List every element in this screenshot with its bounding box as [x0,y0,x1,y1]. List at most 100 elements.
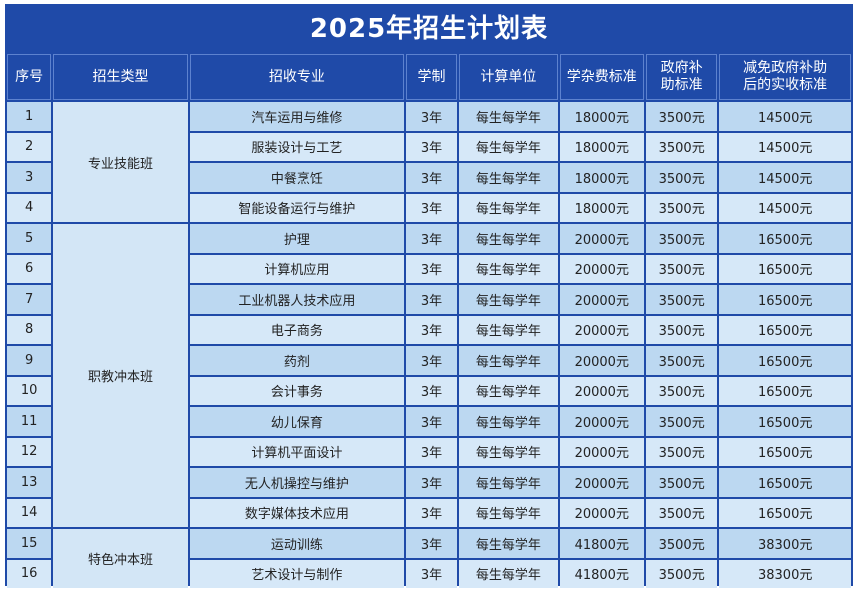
cell-fee: 20000元 [559,315,644,344]
cell-actual: 16500元 [719,407,851,436]
cell-unit: 每生每学年 [459,163,558,192]
cell-unit: 每生每学年 [459,193,558,222]
header-fee: 学杂费标准 [559,54,644,100]
cell-index: 16 [7,559,52,588]
cell-index: 10 [7,376,52,405]
cell-subsidy: 3500元 [645,407,718,436]
cell-fee: 20000元 [559,346,644,375]
cell-actual: 16500元 [719,468,851,497]
cell-fee: 20000元 [559,407,644,436]
cell-index: 14 [7,498,52,527]
cell-duration: 3年 [405,346,458,375]
cell-major: 智能设备运行与维护 [189,193,404,222]
cell-duration: 3年 [405,254,458,283]
cell-major: 数字媒体技术应用 [189,498,404,527]
cell-subsidy: 3500元 [645,285,718,314]
cell-duration: 3年 [405,437,458,466]
cell-major: 护理 [189,224,404,253]
cell-actual: 14500元 [719,163,851,192]
cell-index: 1 [7,102,52,131]
table-row: 14 数字媒体技术应用 3年 每生每学年 20000元 3500元 16500元 [7,498,851,527]
cell-subsidy: 3500元 [645,132,718,161]
table-row: 2 服装设计与工艺 3年 每生每学年 18000元 3500元 14500元 [7,132,851,161]
cell-subsidy: 3500元 [645,498,718,527]
cell-major: 服装设计与工艺 [189,132,404,161]
table-row: 7 工业机器人技术应用 3年 每生每学年 20000元 3500元 16500元 [7,285,851,314]
table-row: 5 职教冲本班 护理 3年 每生每学年 20000元 3500元 16500元 [7,224,851,527]
cell-unit: 每生每学年 [459,132,558,161]
cell-fee: 20000元 [559,224,644,253]
cell-index: 5 [7,224,52,253]
cell-subsidy: 3500元 [645,224,718,253]
plan-table-frame: 2025年招生计划表 序号 招生类型 招收专业 学制 计算单位 学杂费标准 政府… [5,4,853,588]
cell-subsidy: 3500元 [645,193,718,222]
cell-duration: 3年 [405,163,458,192]
cell-index: 12 [7,437,52,466]
header-subsidy: 政府补 助标准 [645,54,718,100]
cell-duration: 3年 [405,193,458,222]
cell-duration: 3年 [405,559,458,588]
cell-fee: 20000元 [559,437,644,466]
cell-fee: 20000元 [559,498,644,527]
cell-unit: 每生每学年 [459,376,558,405]
cell-index: 3 [7,163,52,192]
header-unit: 计算单位 [459,54,558,100]
cell-actual: 16500元 [719,254,851,283]
table-row: 12 计算机平面设计 3年 每生每学年 20000元 3500元 16500元 [7,437,851,466]
cell-subsidy: 3500元 [645,437,718,466]
cell-major: 工业机器人技术应用 [189,285,404,314]
header-duration: 学制 [405,54,458,100]
table-row: 16 艺术设计与制作 3年 每生每学年 41800元 3500元 38300元 [7,559,851,588]
table-row: 6 计算机应用 3年 每生每学年 20000元 3500元 16500元 [7,254,851,283]
cell-actual: 16500元 [719,498,851,527]
cell-actual: 14500元 [719,193,851,222]
cell-unit: 每生每学年 [459,468,558,497]
cell-fee: 41800元 [559,529,644,558]
table-row: 8 电子商务 3年 每生每学年 20000元 3500元 16500元 [7,315,851,344]
cell-actual: 38300元 [719,559,851,588]
cell-unit: 每生每学年 [459,102,558,131]
cell-duration: 3年 [405,529,458,558]
cell-unit: 每生每学年 [459,224,558,253]
cell-subsidy: 3500元 [645,254,718,283]
cell-subsidy: 3500元 [645,376,718,405]
cell-actual: 16500元 [719,224,851,253]
header-index: 序号 [7,54,52,100]
table-row: 3 中餐烹饪 3年 每生每学年 18000元 3500元 14500元 [7,163,851,192]
cell-index: 9 [7,346,52,375]
cell-major: 汽车运用与维修 [189,102,404,131]
header-major: 招收专业 [189,54,404,100]
header-subsidy-line2: 助标准 [660,77,703,93]
cell-subsidy: 3500元 [645,315,718,344]
cell-unit: 每生每学年 [459,254,558,283]
cell-fee: 20000元 [559,468,644,497]
table-row: 4 智能设备运行与维护 3年 每生每学年 18000元 3500元 14500元 [7,193,851,222]
table-row: 9 药剂 3年 每生每学年 20000元 3500元 16500元 [7,346,851,375]
enrollment-plan-table: 序号 招生类型 招收专业 学制 计算单位 学杂费标准 政府补 助标准 减免政府补助… [5,52,853,590]
cell-index: 4 [7,193,52,222]
cell-major: 计算机应用 [189,254,404,283]
cell-actual: 38300元 [719,529,851,558]
cell-duration: 3年 [405,376,458,405]
cell-duration: 3年 [405,498,458,527]
cell-fee: 41800元 [559,559,644,588]
cell-index: 2 [7,132,52,161]
header-actual-line1: 减免政府补助 [743,60,828,76]
cell-unit: 每生每学年 [459,437,558,466]
cell-subsidy: 3500元 [645,559,718,588]
cell-subsidy: 3500元 [645,102,718,131]
cell-fee: 18000元 [559,102,644,131]
cell-duration: 3年 [405,407,458,436]
cell-fee: 20000元 [559,376,644,405]
cell-actual: 16500元 [719,376,851,405]
cell-actual: 14500元 [719,132,851,161]
cell-duration: 3年 [405,315,458,344]
table-row: 10 会计事务 3年 每生每学年 20000元 3500元 16500元 [7,376,851,405]
page-title: 2025年招生计划表 [309,13,549,44]
cell-fee: 18000元 [559,163,644,192]
cell-fee: 20000元 [559,254,644,283]
cell-duration: 3年 [405,132,458,161]
cell-major: 幼儿保育 [189,407,404,436]
cell-duration: 3年 [405,102,458,131]
cell-major: 艺术设计与制作 [189,559,404,588]
